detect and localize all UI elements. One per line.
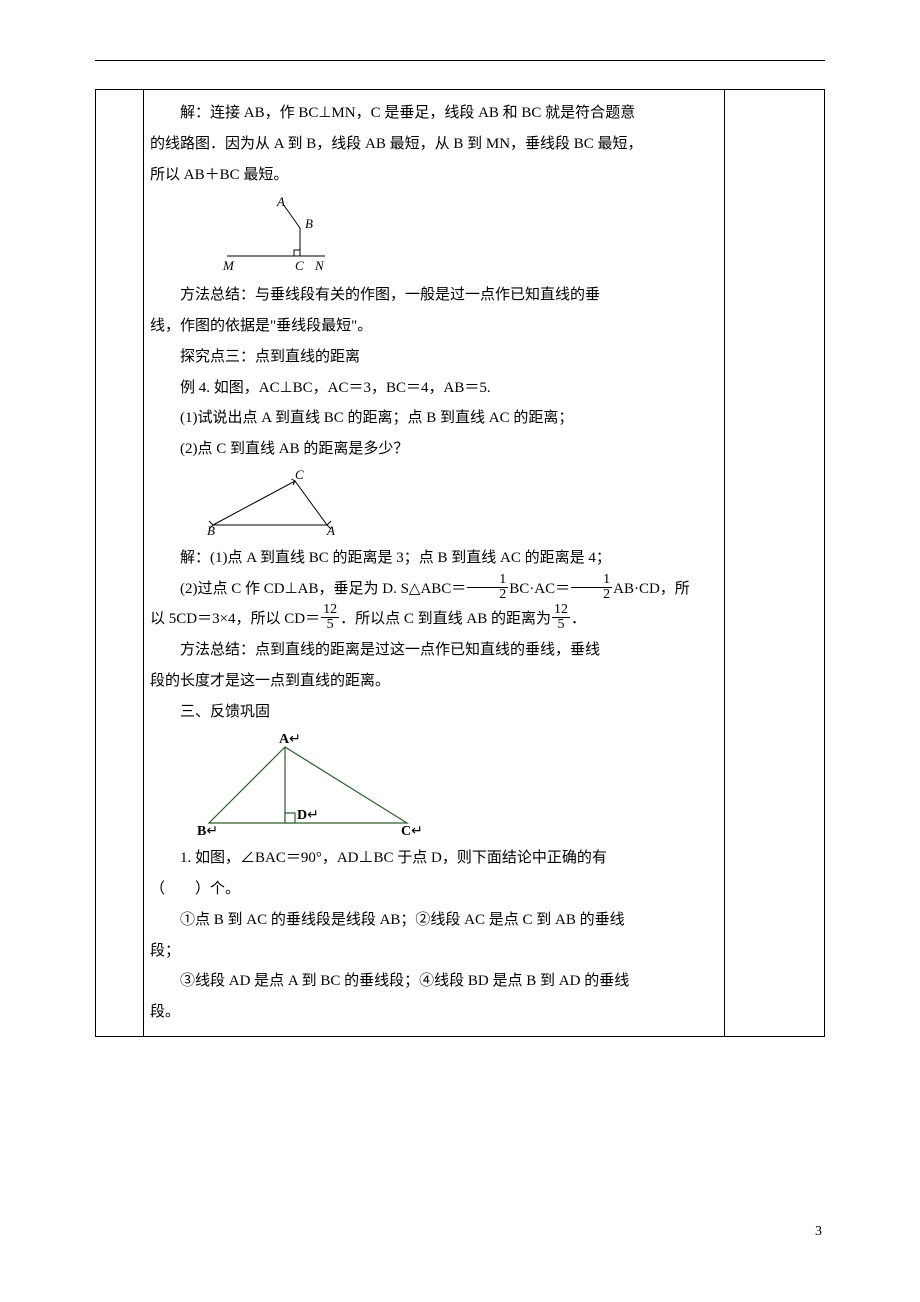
label-c3: C↵ — [401, 824, 423, 839]
main-content: 解：连接 AB，作 BC⊥MN，C 是垂足，线段 AB 和 BC 就是符合题意 … — [150, 98, 718, 1028]
solution-p3: 所以 AB＋BC 最短。 — [150, 160, 718, 191]
method1-p1: 方法总结：与垂线段有关的作图，一般是过一点作已知直线的垂 — [150, 280, 718, 311]
diagram-abcd: A↵ B↵ C↵ D↵ — [195, 731, 718, 839]
example4-q1: (1)试说出点 A 到直线 BC 的距离；点 B 到直线 AC 的距离； — [150, 403, 718, 434]
a2-pre: (2)过点 C 作 CD⊥AB，垂足为 D. S△ABC＝ — [180, 581, 466, 597]
label-a3: A↵ — [279, 732, 301, 747]
left-margin-cell — [96, 90, 144, 1037]
a2-mid1: BC·AC＝ — [509, 581, 570, 597]
example4-title: 例 4. 如图，AC⊥BC，AC＝3，BC＝4，AB＝5. — [150, 373, 718, 404]
label-n: N — [314, 258, 325, 273]
method2-p2: 段的长度才是这一点到直线的距离。 — [150, 666, 718, 697]
label-c2: C — [295, 469, 304, 482]
practice-opt12: ①点 B 到 AC 的垂线段是线段 AB；②线段 AC 是点 C 到 AB 的垂… — [150, 905, 718, 936]
a2b-pre: 以 5CD＝3×4，所以 CD＝ — [150, 611, 320, 627]
label-d3: D↵ — [297, 808, 319, 823]
answer-a2: (2)过点 C 作 CD⊥AB，垂足为 D. S△ABC＝12BC·AC＝12A… — [150, 574, 718, 605]
header-rule — [95, 60, 825, 61]
label-b: B — [305, 216, 313, 231]
method1-p2: 线，作图的依据是"垂线段最短"。 — [150, 311, 718, 342]
a2-mid2: AB·CD，所 — [613, 581, 690, 597]
page-number: 3 — [815, 1224, 822, 1240]
topic3: 探究点三：点到直线的距离 — [150, 342, 718, 373]
practice-q1b: （ ）个。 — [150, 874, 718, 905]
label-a: A — [276, 194, 285, 209]
practice-opt12b: 段； — [150, 936, 718, 967]
method2-p1: 方法总结：点到直线的距离是过这一点作已知直线的垂线，垂线 — [150, 635, 718, 666]
frac-125-2: 125 — [552, 603, 570, 632]
practice-opt34: ③线段 AD 是点 A 到 BC 的垂线段；④线段 BD 是点 B 到 AD 的… — [150, 966, 718, 997]
practice-opt34b: 段。 — [150, 997, 718, 1028]
right-margin-cell — [725, 90, 825, 1037]
main-cell: 解：连接 AB，作 BC⊥MN，C 是垂足，线段 AB 和 BC 就是符合题意 … — [144, 90, 725, 1037]
frac-125-1: 125 — [321, 603, 339, 632]
frac-half-2: 12 — [571, 573, 612, 602]
diagram-triangle-bca: B A C — [195, 469, 718, 539]
solution-p1: 解：连接 AB，作 BC⊥MN，C 是垂足，线段 AB 和 BC 就是符合题意 — [150, 98, 718, 129]
solution-p2: 的线路图．因为从 A 到 B，线段 AB 最短，从 B 到 MN，垂线段 BC … — [150, 129, 718, 160]
example4-q2: (2)点 C 到直线 AB 的距离是多少？ — [150, 434, 718, 465]
label-b2: B — [207, 523, 215, 538]
answer-a2b: 以 5CD＝3×4，所以 CD＝125．所以点 C 到直线 AB 的距离为125… — [150, 604, 718, 635]
answer-a1: 解：(1)点 A 到直线 BC 的距离是 3；点 B 到直线 AC 的距离是 4… — [150, 543, 718, 574]
content-table: 解：连接 AB，作 BC⊥MN，C 是垂足，线段 AB 和 BC 就是符合题意 … — [95, 89, 825, 1037]
label-b3: B↵ — [197, 824, 218, 839]
a2b-end: ． — [571, 611, 586, 627]
a2b-mid: ．所以点 C 到直线 AB 的距离为 — [340, 611, 551, 627]
diagram-abmn: A B M C N — [195, 194, 718, 276]
label-m: M — [222, 258, 235, 273]
label-c: C — [295, 258, 304, 273]
frac-half-1: 12 — [467, 573, 508, 602]
practice-q1a: 1. 如图，∠BAC＝90°，AD⊥BC 于点 D，则下面结论中正确的有 — [150, 843, 718, 874]
label-a2: A — [326, 523, 335, 538]
section3: 三、反馈巩固 — [150, 697, 718, 728]
